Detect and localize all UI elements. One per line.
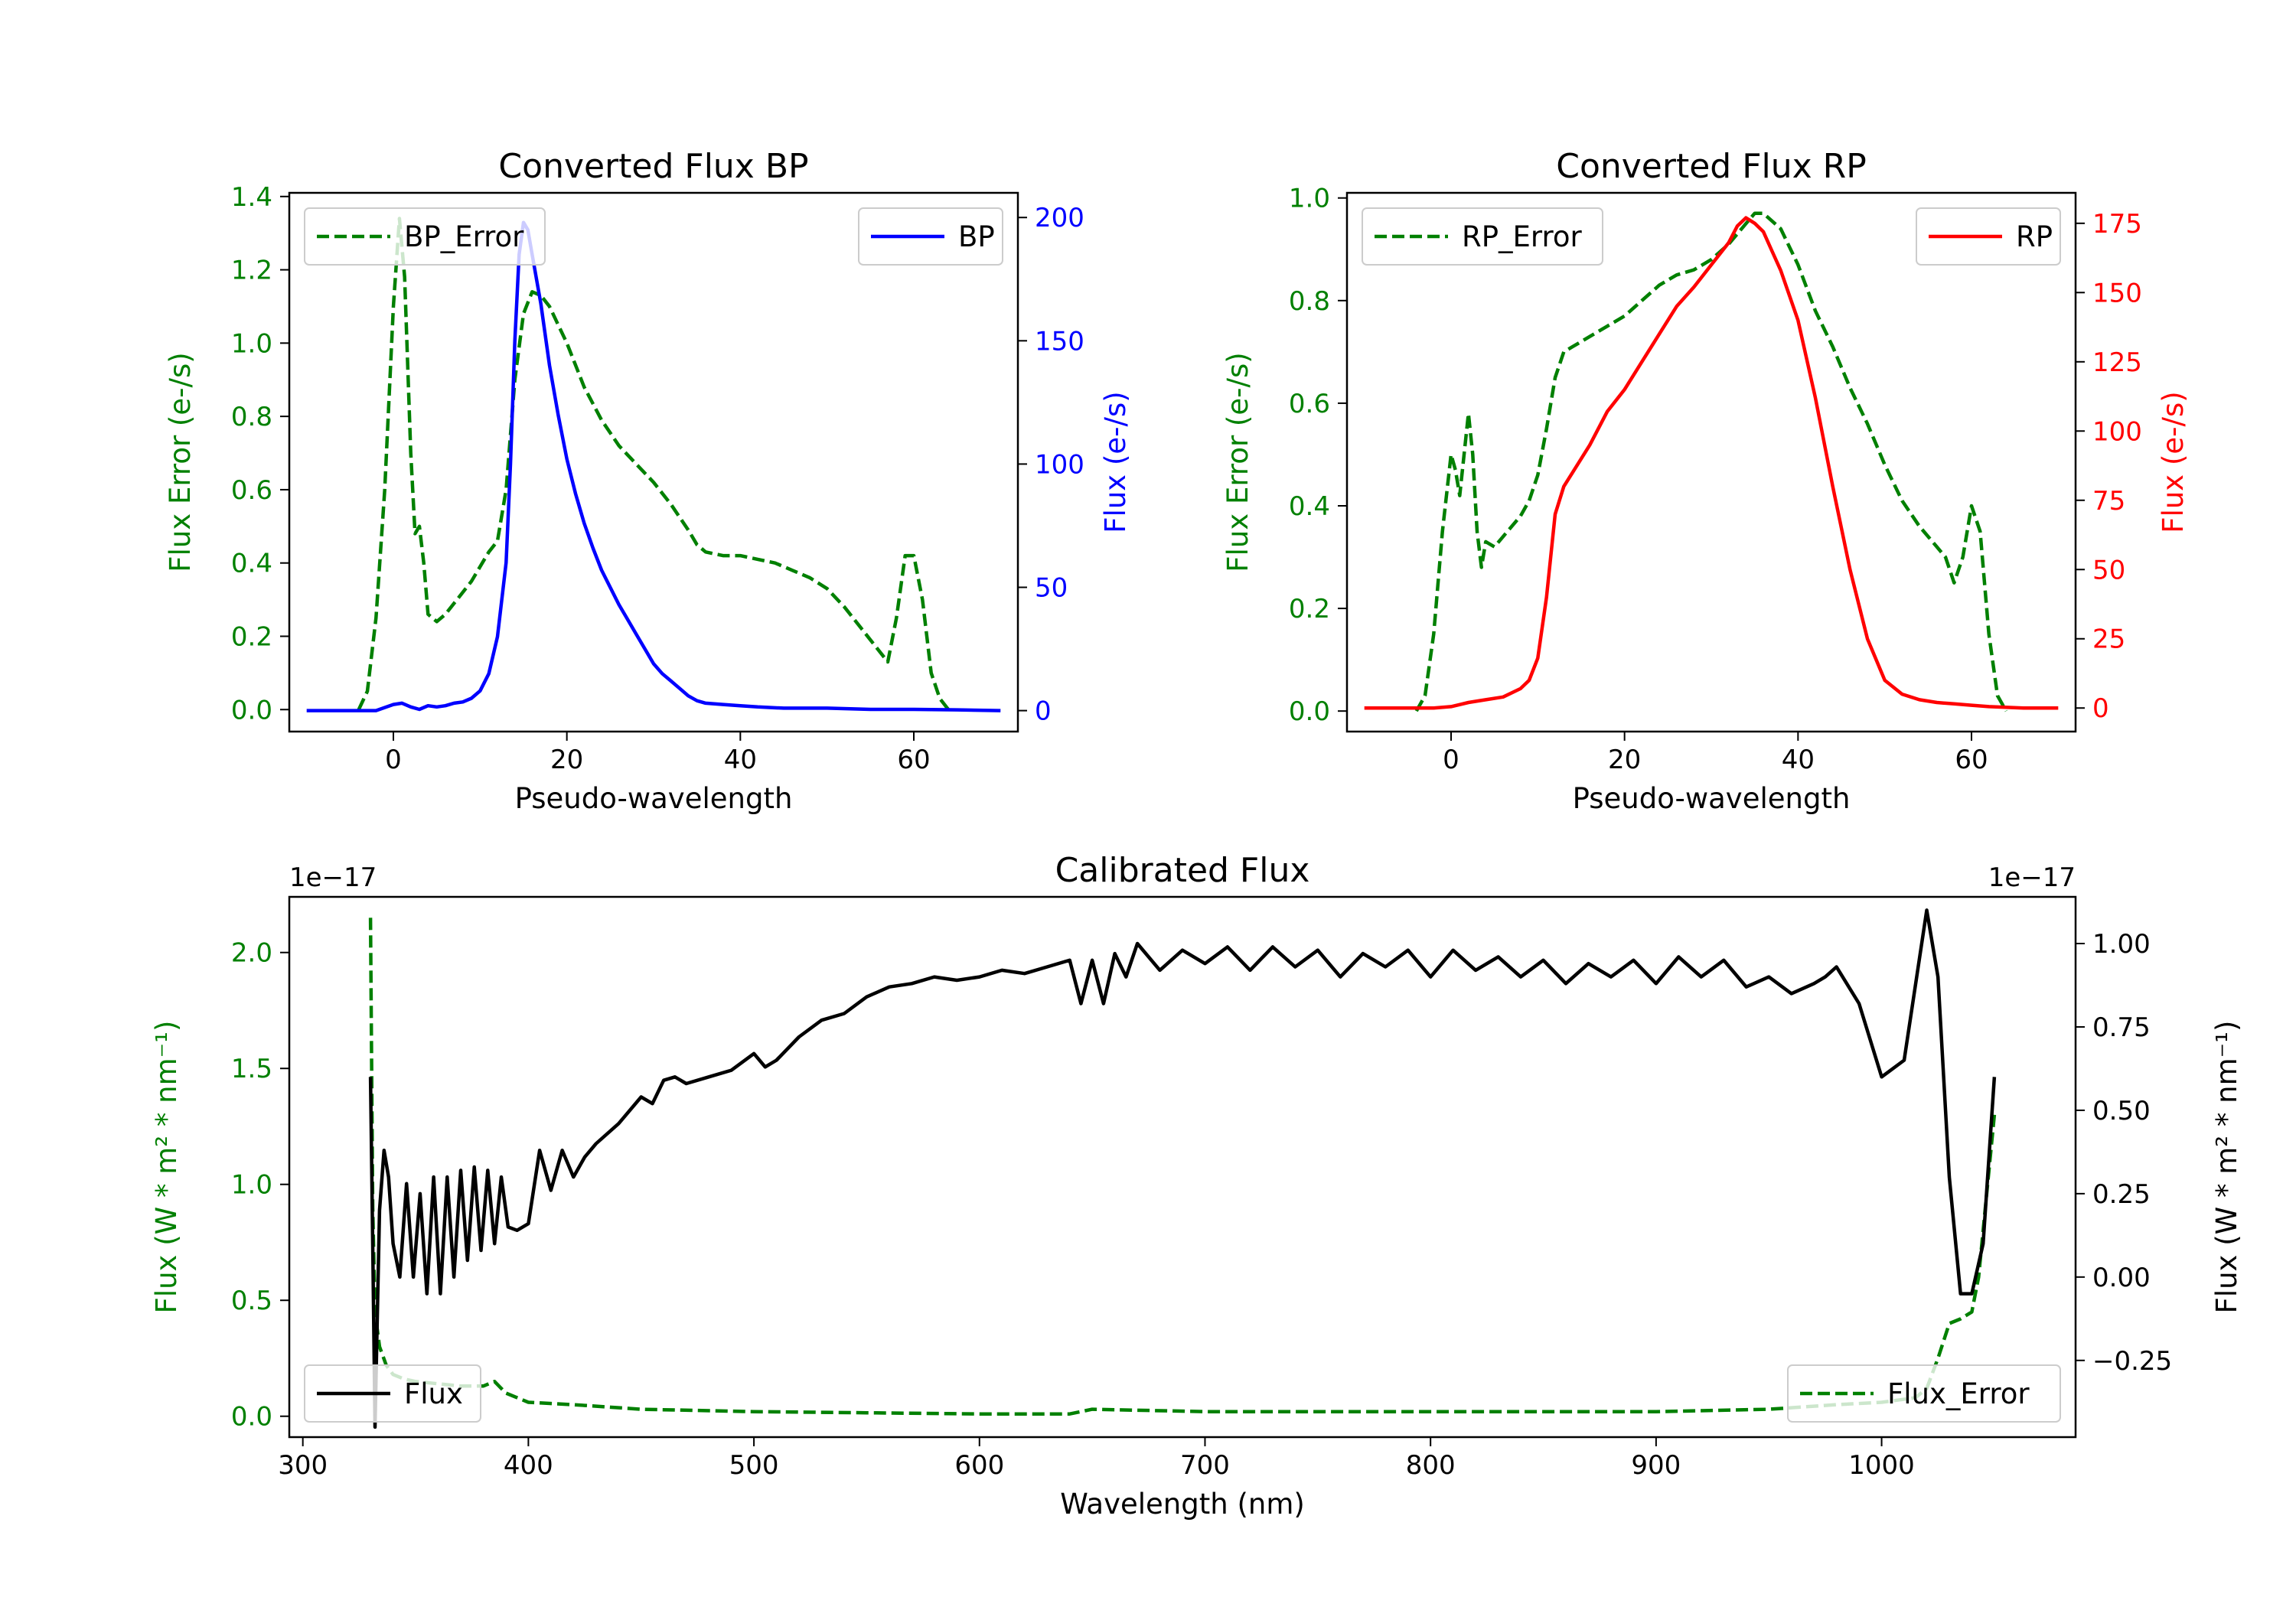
x-tick-label: 60 — [897, 745, 930, 775]
chart-rp: 0 20 40 60 0.0 0.2 0.4 0.6 0.8 1.0 0 25 50 75 100 125 15… — [1221, 147, 2190, 815]
series-line-rp — [1364, 216, 2059, 710]
legend-rp: RP — [1916, 207, 2061, 266]
y-right-axis-label: Flux (e-/s) — [1099, 391, 1132, 533]
y-right-tick-label: 100 — [2092, 416, 2142, 447]
y-left-offset-label: 1e−17 — [289, 862, 377, 893]
y-right-axis-label: Flux (W * m² * nm⁻¹) — [2210, 1021, 2243, 1314]
y-right-offset-label: 1e−17 — [1988, 862, 2076, 893]
y-right-tick-label: 150 — [1035, 326, 1084, 357]
y-right-tick-label: 150 — [2092, 278, 2142, 308]
y-left-tick-label: 0.4 — [1289, 491, 1330, 522]
series-line-flux-error — [368, 918, 1997, 1416]
y-left-tick-label: 0.5 — [231, 1286, 272, 1316]
chart-title: Calibrated Flux — [1055, 851, 1310, 890]
series-line-flux — [368, 908, 1997, 1429]
x-tick-label: 700 — [1180, 1450, 1230, 1481]
y-right-tick-label: 0 — [1035, 696, 1052, 727]
x-tick-label: 0 — [385, 745, 402, 775]
legend-label: Flux — [404, 1377, 463, 1410]
legend-box — [304, 1364, 481, 1423]
x-tick-label: 40 — [724, 745, 757, 775]
legend-flux: Flux — [304, 1364, 481, 1423]
y-left-tick-label: 0.4 — [231, 549, 272, 579]
y-left-tick-label: 0.6 — [1289, 389, 1330, 419]
plot-frame — [288, 191, 1019, 733]
y-right-tick-label: 50 — [1035, 573, 1068, 604]
y-right-axis-label: Flux (e-/s) — [2157, 391, 2190, 533]
y-right-tick-label: 0.25 — [2092, 1179, 2151, 1210]
y-right-tick-label: 50 — [2092, 555, 2125, 585]
chart-cal: 300 400 500 600 700 800 900 1000 0.0 0.5 1.0 1.5 2.0… — [150, 851, 2243, 1521]
y-left-tick-label: 1.2 — [231, 256, 272, 286]
y-right-tick-label: 175 — [2092, 209, 2142, 240]
y-left-tick-label: 2.0 — [231, 938, 272, 969]
x-tick-label: 500 — [729, 1450, 779, 1481]
x-axis-label: Pseudo-wavelength — [1573, 782, 1851, 815]
x-tick-label: 20 — [1608, 745, 1641, 775]
series-line-bp — [306, 220, 1001, 712]
y-left-tick-label: 1.0 — [231, 328, 272, 359]
x-tick-label: 300 — [278, 1450, 328, 1481]
series-line-rp-error — [1414, 211, 2008, 712]
x-axis-label: Pseudo-wavelength — [515, 782, 793, 815]
y-left-tick-label: 0.6 — [231, 475, 272, 506]
y-right-tick-label: 0.75 — [2092, 1012, 2151, 1043]
plot-frame — [288, 895, 2077, 1439]
legend-bp-error: BP_Error — [304, 207, 546, 266]
x-tick-label: 600 — [954, 1450, 1004, 1481]
chart-bp: 0 20 40 60 0.0 0.2 0.4 0.6 0.8 1.0 1.2 1.4 0 50 100 150… — [164, 147, 1132, 815]
chart-title: Converted Flux RP — [1556, 147, 1867, 186]
y-left-axis-label: Flux Error (e-/s) — [1221, 352, 1254, 572]
legend-label: BP_Error — [404, 220, 524, 253]
x-tick-label: 900 — [1631, 1450, 1681, 1481]
legend-box — [1362, 207, 1603, 266]
y-left-tick-label: 0.8 — [1289, 286, 1330, 317]
x-tick-label: 40 — [1782, 745, 1815, 775]
legend-rp-error: RP_Error — [1362, 207, 1603, 266]
x-tick-label: 400 — [504, 1450, 553, 1481]
y-right-tick-label: 125 — [2092, 347, 2142, 378]
x-tick-label: 800 — [1406, 1450, 1456, 1481]
y-right-tick-label: 200 — [1035, 203, 1084, 233]
legend-flux-error: Flux_Error — [1787, 1364, 2061, 1423]
y-left-tick-label: 0.2 — [1289, 594, 1330, 624]
legend-box — [1787, 1364, 2061, 1423]
y-right-tick-label: 75 — [2092, 486, 2125, 517]
y-left-tick-label: 1.5 — [231, 1054, 272, 1084]
legend-label: RP — [2016, 220, 2053, 253]
series-line-bp-error — [357, 217, 951, 711]
y-left-tick-label: 1.0 — [1289, 184, 1330, 214]
y-left-tick-label: 1.0 — [231, 1170, 272, 1201]
y-left-tick-label: 0.0 — [231, 695, 272, 725]
legend-box — [304, 207, 546, 266]
y-left-axis-label: Flux Error (e-/s) — [164, 352, 197, 572]
x-tick-label: 1000 — [1848, 1450, 1915, 1481]
legend-label: BP — [958, 220, 995, 253]
y-right-tick-label: 0.00 — [2092, 1263, 2151, 1293]
y-left-tick-label: 0.8 — [231, 402, 272, 432]
y-left-axis-label: Flux (W * m² * nm⁻¹) — [150, 1021, 183, 1314]
legend-label: Flux_Error — [1887, 1377, 2030, 1410]
y-left-tick-label: 0.2 — [231, 621, 272, 652]
legend-bp: BP — [858, 207, 1003, 266]
x-tick-label: 20 — [550, 745, 583, 775]
y-right-tick-label: 100 — [1035, 449, 1084, 480]
x-tick-label: 0 — [1443, 745, 1459, 775]
y-left-tick-label: 0.0 — [231, 1402, 272, 1433]
y-left-tick-label: 0.0 — [1289, 696, 1330, 727]
x-tick-label: 60 — [1955, 745, 1988, 775]
y-right-tick-label: −0.25 — [2092, 1346, 2172, 1377]
plot-frame — [1345, 191, 2077, 733]
y-right-tick-label: 25 — [2092, 624, 2125, 655]
y-right-tick-label: 0 — [2092, 693, 2109, 724]
x-axis-label: Wavelength (nm) — [1060, 1488, 1305, 1521]
legend-label: RP_Error — [1462, 220, 1582, 253]
y-left-tick-label: 1.4 — [231, 182, 272, 213]
y-right-tick-label: 1.00 — [2092, 929, 2151, 960]
chart-title: Converted Flux BP — [498, 147, 808, 186]
y-right-tick-label: 0.50 — [2092, 1096, 2151, 1126]
